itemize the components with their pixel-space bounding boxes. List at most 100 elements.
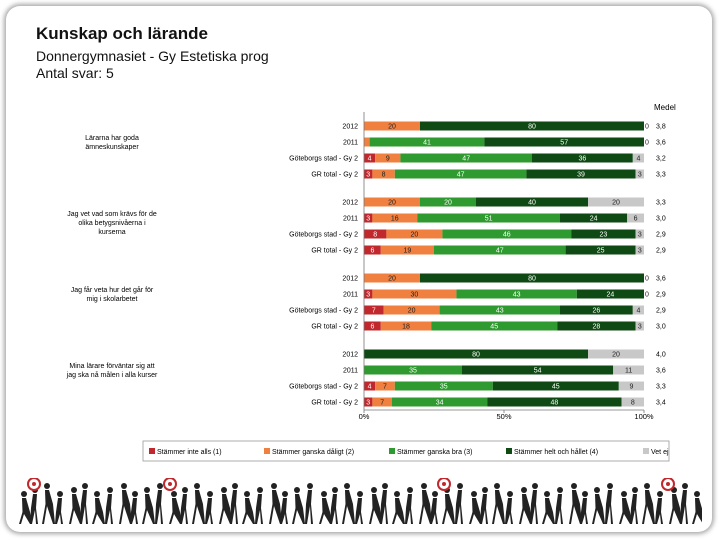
data-label: 80 (472, 352, 480, 359)
legend-swatch (643, 448, 649, 454)
person-figure (542, 498, 555, 524)
person-figure (69, 494, 82, 524)
data-label: 24 (590, 216, 598, 223)
medel-value: 2,9 (656, 248, 666, 255)
bar-segment (364, 321, 381, 331)
person-figure (569, 490, 582, 524)
data-label: 20 (408, 308, 416, 315)
bar-segment (434, 245, 566, 255)
data-label: 3 (366, 172, 370, 179)
person-icon (182, 487, 188, 493)
data-label: 7 (372, 308, 376, 315)
row-label: Göteborgs stad - Gy 2 (289, 384, 358, 391)
bar-segment (492, 381, 619, 391)
person-icon (344, 483, 350, 489)
data-label: 80 (528, 276, 536, 283)
row-label: 2011 (343, 216, 358, 223)
person-icon (307, 483, 313, 489)
person-icon (594, 487, 600, 493)
data-label: 6 (370, 248, 374, 255)
person-figure (442, 494, 455, 524)
target-center-icon (442, 482, 446, 486)
data-label: 47 (496, 248, 504, 255)
data-label: 0 (645, 276, 649, 283)
bar-segment (442, 229, 572, 239)
person-icon (271, 483, 277, 489)
row-label: GR total - Gy 2 (311, 324, 358, 331)
person-icon (471, 491, 477, 497)
question-label: Jag vet vad som krävs för de olika betygs… (67, 211, 157, 236)
data-label: 51 (485, 216, 493, 223)
row-label: 2011 (343, 292, 358, 299)
data-label: 39 (577, 172, 585, 179)
person-icon (294, 487, 300, 493)
data-label: 20 (388, 124, 396, 131)
person-icon (357, 491, 363, 497)
person-figure (355, 498, 363, 524)
x-tick-label: 0% (359, 412, 370, 421)
legend-swatch (264, 448, 270, 454)
person-figure (692, 498, 702, 524)
person-icon (571, 483, 577, 489)
data-label: 45 (552, 384, 560, 391)
data-label: 0 (645, 292, 649, 299)
bar-segment (560, 213, 628, 223)
person-figure (555, 494, 563, 524)
bar-segment (576, 289, 644, 299)
bar-segment (364, 289, 373, 299)
bar-segment (364, 245, 381, 255)
person-figure (55, 498, 63, 524)
person-figure (205, 498, 213, 524)
decorative-people-footer (19, 478, 702, 524)
row-label: Göteborgs stad - Gy 2 (289, 308, 358, 315)
person-icon (194, 483, 200, 489)
data-label: 7 (383, 384, 387, 391)
medel-value: 2,9 (656, 232, 666, 239)
data-label: 4 (368, 384, 372, 391)
data-label: 4 (636, 156, 640, 163)
row-label: 2012 (342, 276, 358, 283)
person-icon (607, 483, 613, 489)
bar-segment (372, 289, 457, 299)
medel-value: 3,6 (656, 276, 666, 283)
data-label: 20 (411, 232, 419, 239)
data-label: 18 (402, 324, 410, 331)
bar-segment (364, 381, 376, 391)
legend-box (142, 440, 670, 462)
bar-segment (392, 397, 488, 407)
bar-segment (431, 321, 558, 331)
bar-segment (613, 365, 644, 375)
person-icon (244, 491, 250, 497)
person-icon (57, 491, 63, 497)
bar-segment (364, 305, 384, 315)
row-label: 2011 (343, 140, 358, 147)
bar-segment (364, 229, 387, 239)
data-label: 0 (645, 140, 649, 147)
data-label: 47 (457, 172, 465, 179)
row-label: 2012 (342, 352, 358, 359)
person-figure (42, 490, 55, 524)
response-count: Antal svar: 5 (36, 65, 114, 81)
data-label: 45 (490, 324, 498, 331)
data-label: 20 (612, 200, 620, 207)
person-icon (157, 483, 163, 489)
person-icon (82, 483, 88, 489)
person-icon (321, 491, 327, 497)
data-label: 20 (612, 352, 620, 359)
person-figure (430, 498, 438, 524)
data-label: 9 (386, 156, 390, 163)
data-label: 48 (551, 400, 559, 407)
person-figure (92, 498, 105, 524)
person-icon (632, 487, 638, 493)
data-label: 20 (444, 200, 452, 207)
x-tick-label: 100% (634, 412, 654, 421)
legend-swatch (506, 448, 512, 454)
bar-segment (364, 397, 373, 407)
row-label: 2012 (342, 200, 358, 207)
person-figure (680, 490, 688, 524)
bar-segment (364, 273, 420, 283)
bar-segment (456, 289, 577, 299)
data-label: 16 (391, 216, 399, 223)
bar-segment (420, 197, 476, 207)
